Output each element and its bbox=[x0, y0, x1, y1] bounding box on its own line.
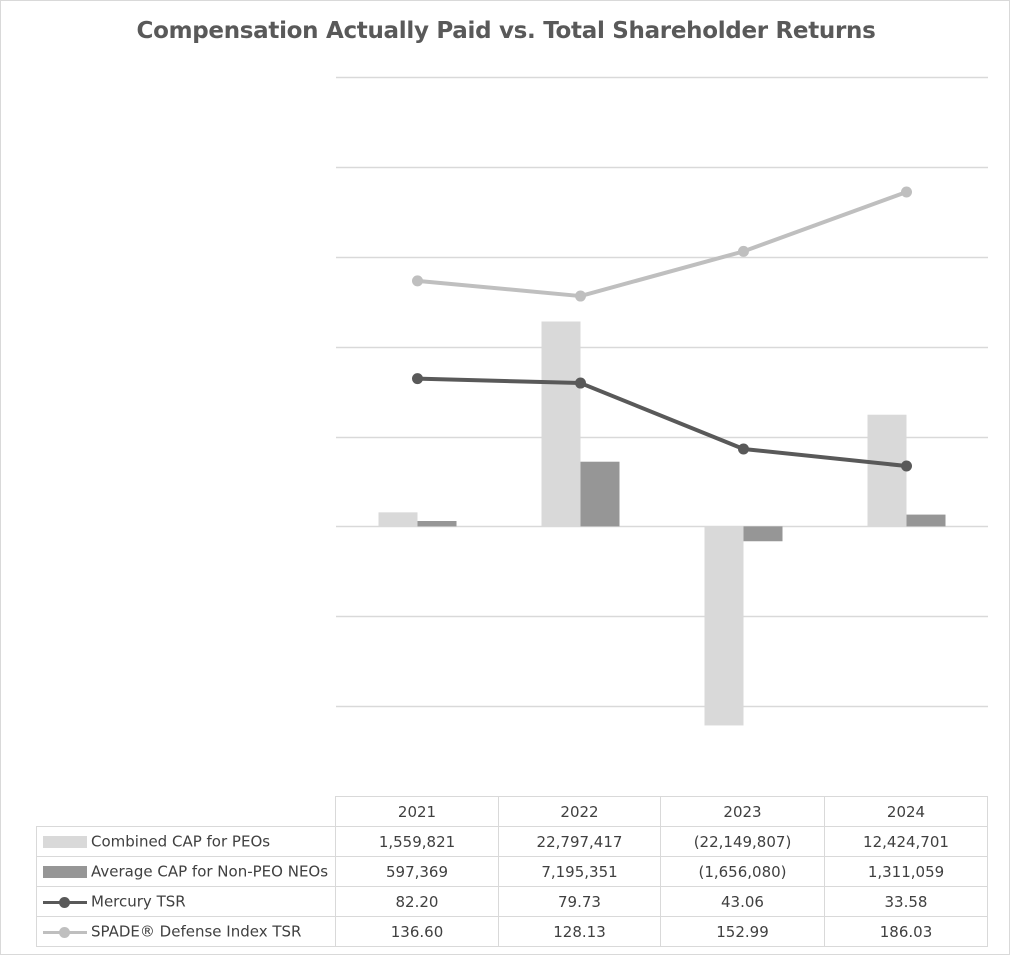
data-table: 2021 2022 2023 2024 Combined CAP for PEO… bbox=[36, 796, 988, 947]
table-header-cell: 2024 bbox=[824, 796, 988, 827]
table-header-cell: 2021 bbox=[335, 796, 499, 827]
legend-entry-average-cap-neos: Average CAP for Non-PEO NEOs bbox=[36, 856, 336, 887]
table-cell: 33.58 bbox=[824, 886, 988, 917]
line-spade-defense-index-tsr bbox=[417, 190, 908, 299]
legend-label: Mercury TSR bbox=[91, 892, 186, 911]
bar-2021-average-cap-for-non-peo-neos bbox=[417, 521, 457, 527]
table-cell: (22,149,807) bbox=[660, 826, 825, 857]
point-spade-defense-index-tsr-2022 bbox=[575, 290, 586, 302]
table-cell: 186.03 bbox=[824, 916, 988, 947]
table-cell: (1,656,080) bbox=[660, 856, 825, 887]
bar-2022-combined-cap-for-peos bbox=[541, 321, 581, 527]
legend-swatch-spade-tsr bbox=[43, 926, 87, 938]
bar-2024-average-cap-for-non-peo-neos bbox=[906, 514, 946, 527]
table-row: SPADE® Defense Index TSR 136.60 128.13 1… bbox=[36, 916, 988, 947]
point-spade-defense-index-tsr-2021 bbox=[412, 275, 423, 287]
point-mercury-tsr-2023 bbox=[738, 443, 749, 455]
table-cell: 1,311,059 bbox=[824, 856, 988, 887]
bar-2024-combined-cap-for-peos bbox=[867, 414, 907, 527]
bar-2021-combined-cap-for-peos bbox=[378, 512, 418, 527]
point-mercury-tsr-2024 bbox=[901, 460, 912, 472]
legend-label: SPADE® Defense Index TSR bbox=[91, 922, 302, 941]
point-mercury-tsr-2022 bbox=[575, 377, 586, 389]
table-header-cell: 2023 bbox=[660, 796, 825, 827]
chart-title: Compensation Actually Paid vs. Total Sha… bbox=[136, 18, 876, 44]
point-spade-defense-index-tsr-2024 bbox=[901, 186, 912, 198]
table-cell: 128.13 bbox=[498, 916, 661, 947]
table-cell: 7,195,351 bbox=[498, 856, 661, 887]
table-cell: 136.60 bbox=[335, 916, 499, 947]
table-cell: 152.99 bbox=[660, 916, 825, 947]
legend-entry-spade-tsr: SPADE® Defense Index TSR bbox=[36, 916, 336, 947]
legend-label: Average CAP for Non-PEO NEOs bbox=[91, 862, 329, 881]
table-corner bbox=[36, 796, 336, 827]
bar-2023-combined-cap-for-peos bbox=[704, 526, 744, 726]
table-row: Mercury TSR 82.20 79.73 43.06 33.58 bbox=[36, 886, 988, 917]
legend-swatch-mercury-tsr bbox=[43, 896, 87, 908]
table-cell: 597,369 bbox=[335, 856, 499, 887]
legend-swatch-average-cap bbox=[43, 865, 87, 878]
table-cell: 12,424,701 bbox=[824, 826, 988, 857]
legend-label: Combined CAP for PEOs bbox=[91, 832, 271, 851]
table-row: Combined CAP for PEOs 1,559,821 22,797,4… bbox=[36, 826, 988, 857]
bar-2023-average-cap-for-non-peo-neos bbox=[743, 526, 783, 542]
legend-swatch-combined-cap bbox=[43, 835, 87, 848]
legend-entry-mercury-tsr: Mercury TSR bbox=[36, 886, 336, 917]
point-mercury-tsr-2021 bbox=[412, 373, 423, 385]
point-spade-defense-index-tsr-2023 bbox=[738, 245, 749, 257]
legend-entry-combined-cap-peos: Combined CAP for PEOs bbox=[36, 826, 336, 857]
table-row: Average CAP for Non-PEO NEOs 597,369 7,1… bbox=[36, 856, 988, 887]
table-cell: 22,797,417 bbox=[498, 826, 661, 857]
table-cell: 82.20 bbox=[335, 886, 499, 917]
table-cell: 43.06 bbox=[660, 886, 825, 917]
table-header-cell: 2022 bbox=[498, 796, 661, 827]
bar-2022-average-cap-for-non-peo-neos bbox=[580, 461, 620, 527]
table-cell: 1,559,821 bbox=[335, 826, 499, 857]
line-mercury-tsr bbox=[417, 376, 907, 469]
table-header-row: 2021 2022 2023 2024 bbox=[36, 796, 988, 827]
table-cell: 79.73 bbox=[498, 886, 661, 917]
